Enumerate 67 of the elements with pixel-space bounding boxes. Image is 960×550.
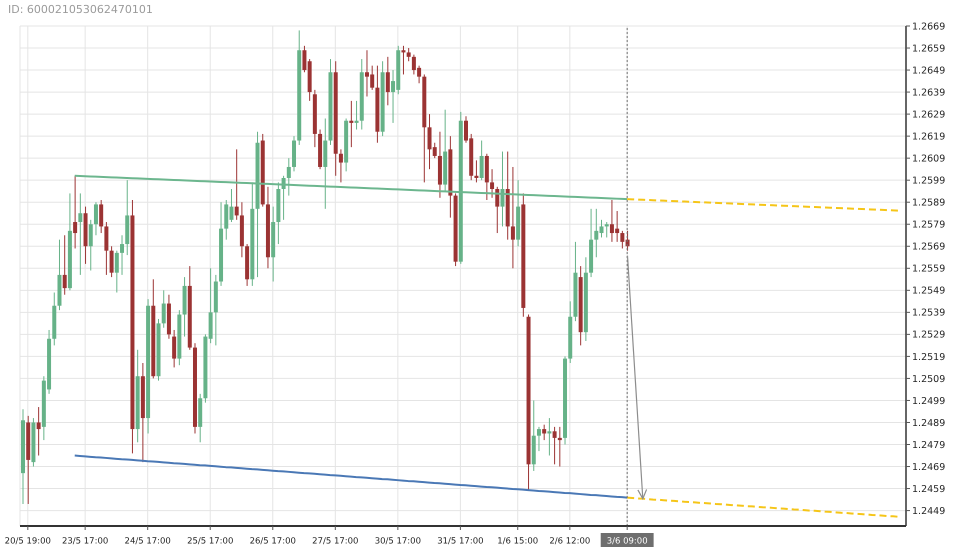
x-tick-label: 24/5 17:00 — [124, 536, 171, 546]
candlestick — [536, 426, 541, 452]
line-series — [626, 198, 900, 212]
y-tick-label: 1.2499 — [912, 396, 946, 407]
candlestick — [78, 192, 82, 276]
candlestick — [354, 100, 359, 130]
text: ID: 600021053062470101 — [8, 3, 153, 16]
y-tick-label: 1.2489 — [912, 418, 946, 429]
candlestick — [172, 329, 176, 368]
candlestick — [162, 290, 166, 328]
candlestick — [36, 406, 41, 456]
candlestick — [62, 234, 67, 296]
line-series — [74, 454, 628, 499]
y-tick-label: 1.2649 — [912, 65, 946, 76]
y-tick-label: 1.2629 — [912, 109, 946, 120]
candlestick — [386, 56, 390, 106]
y-tick-label: 1.2579 — [912, 220, 946, 231]
candlestick — [490, 168, 494, 198]
candlestick — [110, 246, 114, 278]
x-tick-label: 25/5 17:00 — [187, 536, 234, 546]
candlestick — [604, 222, 609, 238]
y-tick-label: 1.2569 — [912, 242, 946, 253]
candlestick — [552, 426, 557, 465]
candlestick — [349, 100, 354, 148]
y-tick-label: 1.2479 — [912, 440, 946, 451]
candlestick — [99, 200, 104, 234]
y-tick-label: 1.2449 — [912, 506, 946, 517]
y-tick-label: 1.2669 — [912, 21, 946, 32]
candlestick — [114, 250, 119, 294]
x-tick-label: 23/5 17:00 — [62, 536, 108, 546]
y-tick-label: 1.2659 — [912, 43, 946, 54]
y-tick-label: 1.2539 — [912, 308, 946, 319]
candlestick — [120, 234, 124, 276]
x-tick-label: 26/5 17:00 — [250, 536, 296, 546]
y-tick-label: 1.2529 — [912, 330, 946, 341]
candlestick — [542, 424, 546, 441]
candlestick — [480, 140, 484, 181]
y-tick-label: 1.2469 — [912, 462, 946, 473]
candlestick — [558, 426, 562, 468]
x-tick-label: 1/6 15:00 — [497, 536, 538, 546]
candlestick — [401, 45, 406, 75]
candlestick — [338, 148, 343, 183]
x-tick-label: 27/5 17:00 — [312, 536, 358, 546]
y-tick-label: 1.2509 — [912, 374, 946, 385]
x-tick-label: 3/6 09:00 — [606, 536, 648, 546]
y-tick-label: 1.2619 — [912, 132, 946, 143]
y-tick-label: 1.2599 — [912, 176, 946, 187]
x-tick-label: 20/5 19:00 — [4, 536, 51, 546]
x-tick-label: 30/5 17:00 — [374, 536, 421, 546]
candlestick — [510, 166, 515, 269]
y-tick-label: 1.2559 — [912, 264, 946, 275]
x-tick-label: 31/5 17:00 — [437, 536, 484, 546]
candlestick — [547, 418, 552, 456]
candlestick — [73, 175, 78, 249]
candlestick — [94, 202, 98, 236]
y-tick-label: 1.2589 — [912, 198, 946, 209]
line-series — [626, 496, 900, 518]
candlestick — [474, 160, 478, 183]
x-tick-label: 2/6 12:00 — [549, 536, 590, 546]
candlestick — [234, 148, 239, 220]
y-tick-label: 1.2639 — [912, 87, 946, 98]
y-tick-label: 1.2519 — [912, 352, 946, 363]
y-tick-label: 1.2549 — [912, 286, 946, 297]
candlestick — [406, 48, 411, 62]
y-tick-label: 1.2459 — [912, 484, 946, 495]
candlestick — [88, 219, 93, 271]
y-tick-label: 1.2609 — [912, 154, 946, 165]
